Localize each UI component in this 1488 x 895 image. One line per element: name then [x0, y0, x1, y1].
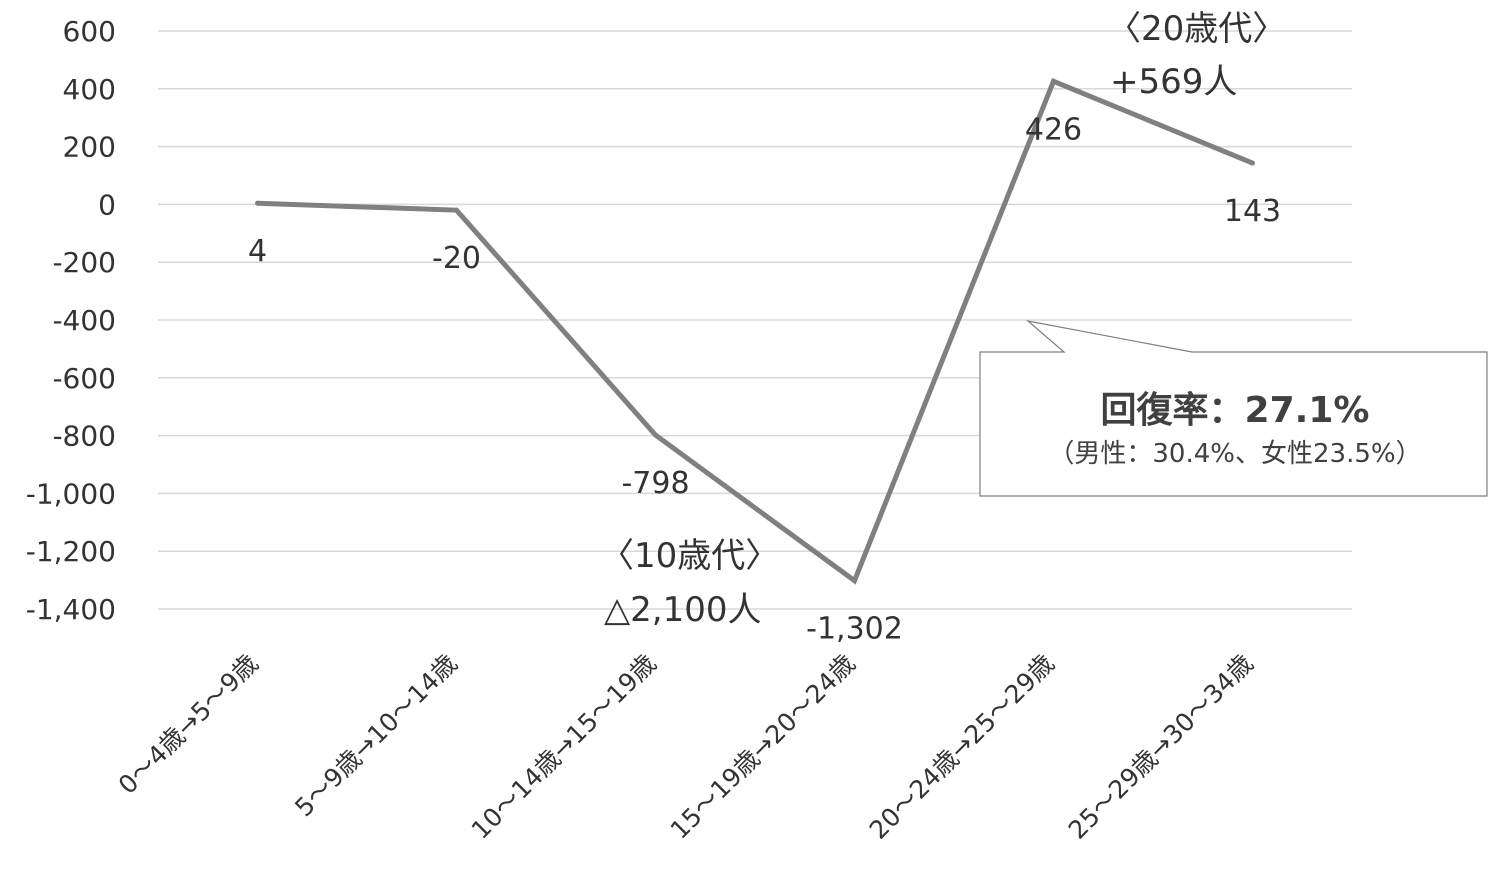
x-tick-label: 25～29歳→30～34歳	[1063, 649, 1259, 845]
x-tick-label: 0～4歳→5～9歳	[113, 649, 264, 800]
annotation-20s-line2: +569人	[1110, 62, 1237, 102]
y-tick-label: -800	[52, 420, 116, 453]
data-point	[255, 200, 260, 206]
data-point	[454, 207, 459, 213]
annotation-20s: 〈20歳代〉 +569人	[1107, 9, 1286, 102]
data-point	[1250, 160, 1255, 166]
y-tick-label: -1,000	[26, 477, 116, 510]
data-label: 426	[1025, 112, 1082, 147]
y-tick-label: 600	[63, 15, 116, 48]
y-tick-label: 400	[63, 73, 116, 106]
gridlines	[158, 30, 1352, 610]
data-label: -798	[621, 466, 689, 501]
callout-box: 回復率：27.1% （男性：30.4%、女性23.5%）	[979, 319, 1488, 497]
data-label: -20	[432, 241, 481, 276]
callout-shape	[979, 319, 1488, 497]
data-point	[852, 578, 857, 584]
annotation-10s: 〈10歳代〉 △2,100人	[600, 536, 779, 630]
x-tick-label: 20～24歳→25～29歳	[864, 649, 1060, 845]
data-label: 4	[248, 234, 267, 269]
data-label: -1,302	[806, 612, 903, 647]
y-tick-label: -1,400	[26, 593, 116, 626]
data-labels: 4 -20 -798 -1,302 426 143	[248, 112, 1281, 646]
y-axis-tick-labels: 600 400 200 0 -200 -400 -600 -800 -1,000 -1,200 -1…	[26, 15, 116, 626]
data-point	[1051, 78, 1056, 84]
y-tick-label: 200	[63, 131, 116, 164]
series-layer	[255, 78, 1255, 585]
x-tick-label: 5～9歳→10～14歳	[289, 649, 463, 823]
x-axis-tick-labels: 0～4歳→5～9歳 5～9歳→10～14歳 10～14歳→15～19歳 15～19歳→…	[113, 649, 1259, 845]
callout-subtitle: （男性：30.4%、女性23.5%）	[1048, 439, 1421, 469]
x-tick-label: 10～14歳→15～19歳	[466, 649, 662, 845]
y-tick-label: -200	[52, 246, 116, 279]
series-line	[257, 78, 1254, 585]
y-tick-label: -1,200	[26, 535, 116, 568]
callout-title: 回復率：27.1%	[1101, 390, 1370, 431]
annotation-20s-line1: 〈20歳代〉	[1107, 9, 1286, 49]
annotation-10s-line2: △2,100人	[604, 590, 761, 630]
y-tick-label: -400	[52, 304, 116, 337]
x-tick-label: 15～19歳→20～24歳	[665, 649, 861, 845]
annotation-10s-line1: 〈10歳代〉	[600, 536, 779, 576]
data-label: 143	[1224, 194, 1281, 229]
y-tick-label: 0	[98, 188, 116, 221]
data-point	[653, 432, 658, 438]
y-tick-label: -600	[52, 362, 116, 395]
